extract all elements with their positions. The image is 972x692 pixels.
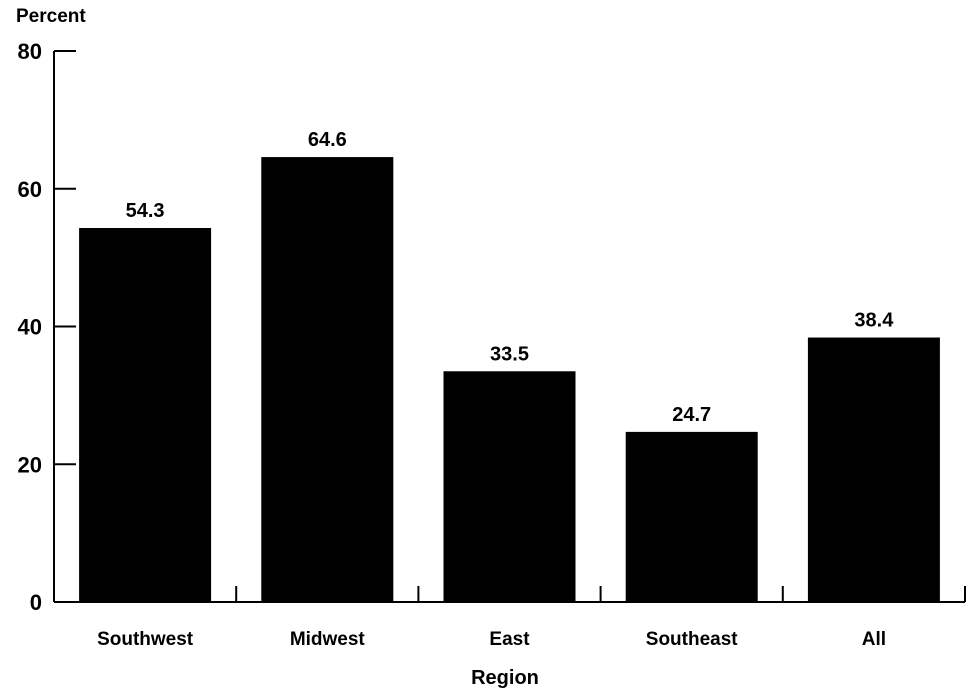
y-tick-label: 80 <box>18 39 42 64</box>
bar <box>625 431 758 602</box>
y-axis-title: Percent <box>16 6 86 27</box>
x-category-label: Southeast <box>646 629 739 650</box>
y-tick-label: 40 <box>18 315 42 340</box>
bar <box>807 337 940 602</box>
x-category-label: East <box>489 629 530 650</box>
bar-value-label: 38.4 <box>854 310 894 332</box>
x-category-label: All <box>862 629 886 650</box>
y-tick-label: 20 <box>18 452 42 477</box>
bar-value-label: 64.6 <box>308 129 347 151</box>
bar-value-label: 33.5 <box>490 343 529 365</box>
bar-value-label: 54.3 <box>126 200 165 222</box>
y-axis: 0 20 40 60 80 <box>18 39 76 615</box>
y-tick-label: 0 <box>30 590 42 615</box>
bar <box>443 371 576 602</box>
x-category-label: Midwest <box>290 629 366 650</box>
x-category-label: Southwest <box>97 629 194 650</box>
bar <box>261 157 394 602</box>
data-labels: 54.3 64.6 33.5 24.7 38.4 <box>126 129 895 426</box>
bar <box>79 228 212 603</box>
bar-value-label: 24.7 <box>672 404 711 426</box>
x-axis-title: Region <box>471 667 539 689</box>
bars <box>79 157 940 603</box>
category-labels: Southwest Midwest East Southeast All <box>97 629 886 650</box>
y-tick-label: 60 <box>18 177 42 202</box>
